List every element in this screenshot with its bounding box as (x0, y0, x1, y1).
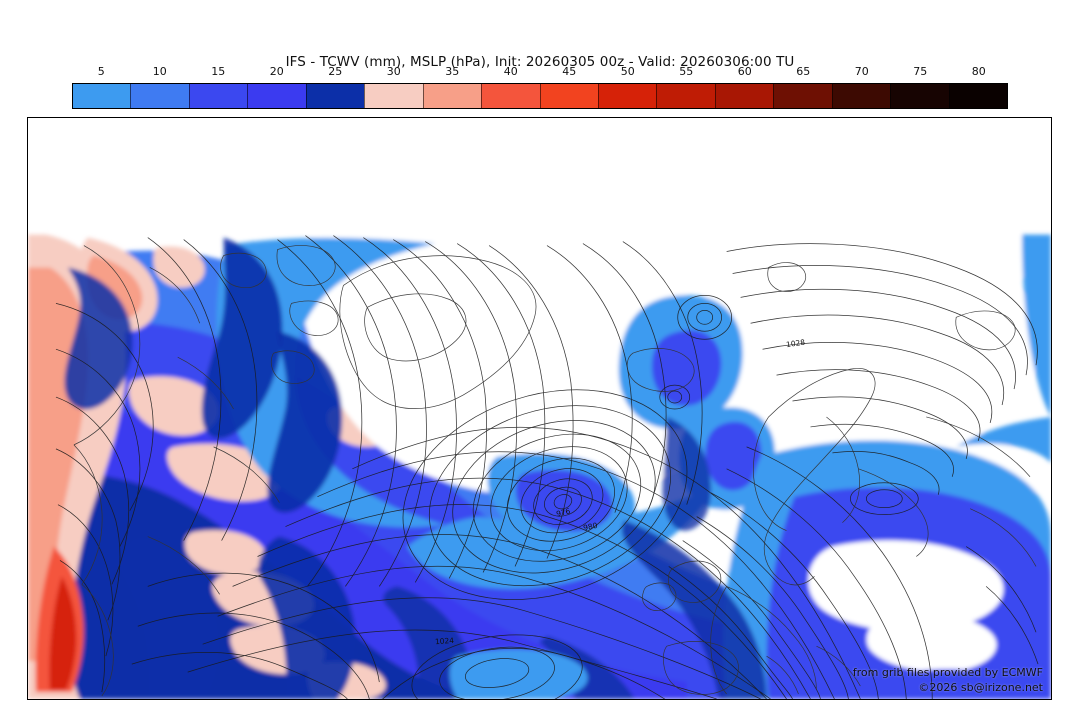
colorbar-tick-75: 75 (913, 65, 928, 78)
colorbar-tick-70: 70 (854, 65, 869, 78)
colorbar-tick-45: 45 (562, 65, 577, 78)
colorbar-tick-10: 10 (152, 65, 167, 78)
colorbar-swatches (72, 83, 1008, 109)
colorbar-swatch-80 (948, 84, 1007, 108)
isobar-labels: 976 980 1024 1028 (435, 338, 806, 647)
colorbar-swatch-10 (130, 84, 189, 108)
colorbar-tick-labels: 5 10 15 20 25 30 35 40 45 50 55 60 65 70 75 80 (72, 65, 1008, 81)
colorbar-swatch-20 (247, 84, 306, 108)
colorbar-tick-15: 15 (211, 65, 226, 78)
isobar-label-1024: 1024 (435, 636, 455, 646)
colorbar-swatch-70 (831, 84, 891, 108)
isobar-label-1028: 1028 (786, 338, 806, 350)
colorbar-swatch-65 (773, 84, 832, 108)
colorbar-swatch-25 (305, 84, 365, 108)
colorbar-tick-25: 25 (328, 65, 343, 78)
colorbar-tick-50: 50 (620, 65, 635, 78)
mslp-isobars (55, 235, 1039, 699)
colorbar-tick-40: 40 (503, 65, 518, 78)
attribution-source: from grib files provided by ECMWF (852, 666, 1043, 679)
page-title: IFS - TCWV (mm), MSLP (hPa), Init: 20260… (285, 54, 795, 70)
colorbar-swatch-40 (481, 84, 540, 108)
colorbar-tick-35: 35 (445, 65, 460, 78)
colorbar-tick-80: 80 (971, 65, 986, 78)
colorbar: 5 10 15 20 25 30 35 40 45 50 55 60 65 70 75 80 (72, 65, 1008, 109)
attribution: from grib files provided by ECMWF ©2026 … (853, 665, 1043, 695)
attribution-copyright: ©2026 sb@irizone.net (918, 681, 1043, 694)
colorbar-swatch-30 (364, 84, 423, 108)
map-svg: 976 980 1024 1028 (28, 118, 1051, 699)
colorbar-swatch-55 (656, 84, 715, 108)
colorbar-tick-20: 20 (269, 65, 284, 78)
map-frame[interactable]: 976 980 1024 1028 from grib files provid… (27, 117, 1052, 700)
tcwv-filled-contours (28, 232, 1051, 699)
colorbar-swatch-45 (539, 84, 598, 108)
colorbar-tick-55: 55 (679, 65, 694, 78)
colorbar-tick-5: 5 (97, 65, 105, 78)
colorbar-swatch-60 (714, 84, 774, 108)
colorbar-swatch-35 (422, 84, 482, 108)
colorbar-swatch-5 (73, 84, 131, 108)
colorbar-tick-30: 30 (386, 65, 401, 78)
colorbar-tick-60: 60 (737, 65, 752, 78)
colorbar-swatch-50 (597, 84, 657, 108)
colorbar-swatch-75 (890, 84, 949, 108)
isobar-label-976: 976 (555, 506, 571, 518)
isobar-label-980: 980 (582, 521, 598, 533)
map-canvas[interactable]: 976 980 1024 1028 (28, 118, 1051, 699)
colorbar-tick-65: 65 (796, 65, 811, 78)
colorbar-swatch-15 (188, 84, 248, 108)
coastlines (73, 245, 1037, 697)
